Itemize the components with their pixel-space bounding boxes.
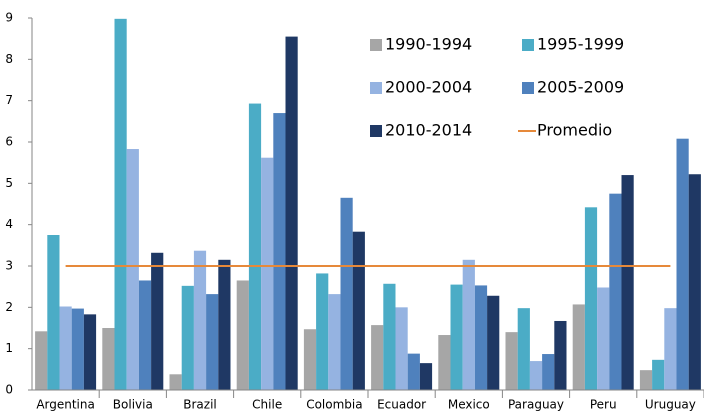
bar <box>273 113 286 391</box>
bar <box>35 331 48 390</box>
y-tick-label: 3 <box>5 259 13 273</box>
bar <box>236 280 249 390</box>
legend-label: 2005-2009 <box>537 78 624 97</box>
bar <box>126 149 139 390</box>
legend-swatch <box>522 82 534 94</box>
bar <box>151 252 164 390</box>
x-tick-label: Chile <box>252 398 282 412</box>
legend-swatch <box>522 39 534 51</box>
bar <box>652 359 665 390</box>
y-tick-label: 4 <box>5 217 13 231</box>
y-tick-label: 8 <box>5 52 13 66</box>
bar <box>371 325 384 390</box>
bar <box>328 294 341 390</box>
legend-swatch <box>370 39 382 51</box>
bar <box>102 328 115 390</box>
bar <box>352 231 365 390</box>
bar <box>47 235 60 390</box>
bar <box>688 174 701 390</box>
bar <box>169 374 182 390</box>
bar <box>248 103 262 390</box>
x-tick-label: Paraguay <box>508 398 564 412</box>
bar <box>419 363 433 390</box>
bar <box>138 280 152 390</box>
bar <box>609 193 622 390</box>
bar <box>572 304 585 390</box>
bar <box>438 335 451 390</box>
bar <box>340 197 353 390</box>
legend-label: Promedio <box>537 121 612 140</box>
x-tick-label: Colombia <box>306 398 362 412</box>
bar <box>584 207 598 390</box>
x-tick-label: Ecuador <box>377 398 426 412</box>
bar <box>83 314 97 390</box>
bar <box>474 285 488 390</box>
y-tick-label: 5 <box>5 176 13 190</box>
bar <box>462 259 475 390</box>
bar <box>621 175 634 390</box>
bar <box>181 285 194 390</box>
x-tick-label: Peru <box>590 398 617 412</box>
bar <box>542 354 555 390</box>
x-tick-label: Argentina <box>36 398 95 412</box>
x-tick-label: Mexico <box>448 398 490 412</box>
bar <box>316 273 329 390</box>
y-tick-label: 7 <box>5 93 13 107</box>
bar <box>517 308 530 390</box>
bar <box>59 306 72 390</box>
y-tick-label: 1 <box>5 341 13 355</box>
x-tick-label: Brazil <box>183 398 217 412</box>
bar <box>450 284 463 390</box>
y-tick-label: 9 <box>5 11 13 25</box>
legend-swatch <box>370 82 382 94</box>
legend-label: 1990-1994 <box>385 35 472 54</box>
bar <box>71 308 84 390</box>
bar <box>487 295 500 390</box>
bar <box>395 307 408 390</box>
bar <box>597 287 610 390</box>
legend-label: 2000-2004 <box>385 78 472 97</box>
bar <box>218 259 231 390</box>
y-tick-label: 0 <box>5 383 13 397</box>
y-tick-label: 2 <box>5 300 13 314</box>
bar <box>114 18 127 391</box>
x-tick-label: Uruguay <box>645 398 696 412</box>
bar <box>285 36 298 390</box>
bar <box>505 332 518 390</box>
legend-swatch <box>370 125 382 137</box>
bar <box>407 353 420 390</box>
bar <box>676 138 689 390</box>
bar <box>193 250 207 390</box>
bar <box>529 361 543 390</box>
bar <box>639 370 653 390</box>
y-tick-label: 6 <box>5 135 13 149</box>
bar <box>206 294 219 390</box>
bar <box>383 283 396 390</box>
legend-label: 1995-1999 <box>537 35 624 54</box>
bar <box>664 308 677 390</box>
x-tick-label: Bolivia <box>113 398 153 412</box>
bar <box>303 329 317 390</box>
bar <box>554 320 567 390</box>
legend-label: 2010-2014 <box>385 121 472 140</box>
bar <box>261 157 274 390</box>
